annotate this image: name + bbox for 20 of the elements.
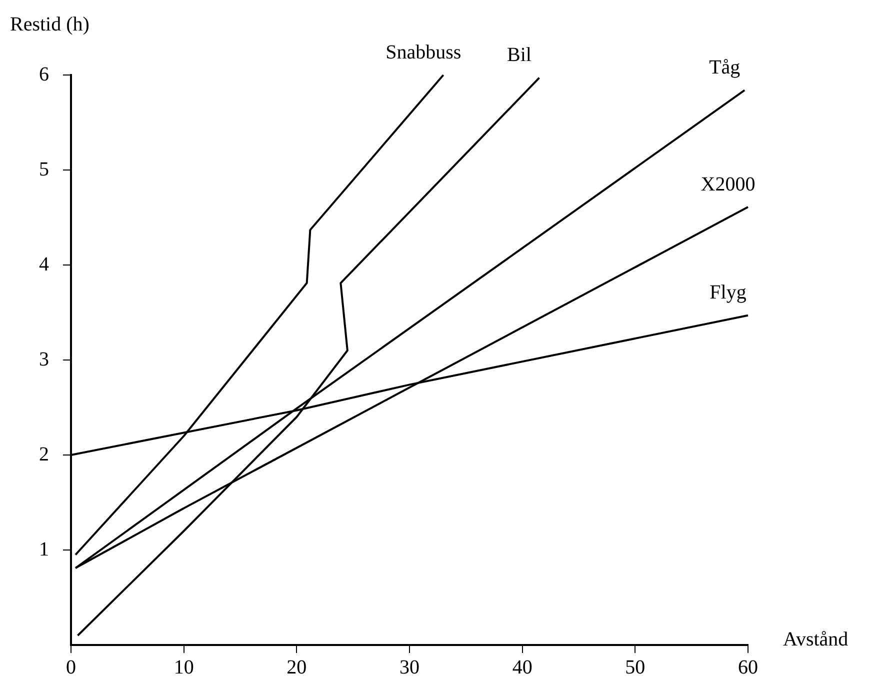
- y-tick-label: 4: [39, 253, 49, 276]
- x-tick-label: 50: [625, 656, 646, 678]
- series-label: Bil: [507, 44, 532, 66]
- y-tick-label: 3: [39, 348, 49, 370]
- x-tick-label: 30: [400, 656, 420, 678]
- y-axis-title: Restid (h): [10, 13, 90, 36]
- y-tick-label: 6: [39, 63, 49, 86]
- series-label: X2000: [700, 173, 756, 196]
- x-tick-label: 60: [738, 656, 758, 678]
- series-label: Flyg: [710, 282, 746, 304]
- x-axis-title: Avstånd: [783, 628, 848, 650]
- x-tick-label: 0: [66, 656, 76, 678]
- series-label: Snabbuss: [386, 41, 462, 64]
- series-label: Tåg: [709, 56, 740, 78]
- y-tick-label: 2: [39, 443, 49, 466]
- x-tick-label: 40: [512, 656, 532, 678]
- y-tick-label: 1: [39, 538, 49, 560]
- x-tick-label: 10: [174, 656, 194, 678]
- x-tick-label: 20: [286, 656, 307, 678]
- y-tick-label: 5: [39, 158, 49, 180]
